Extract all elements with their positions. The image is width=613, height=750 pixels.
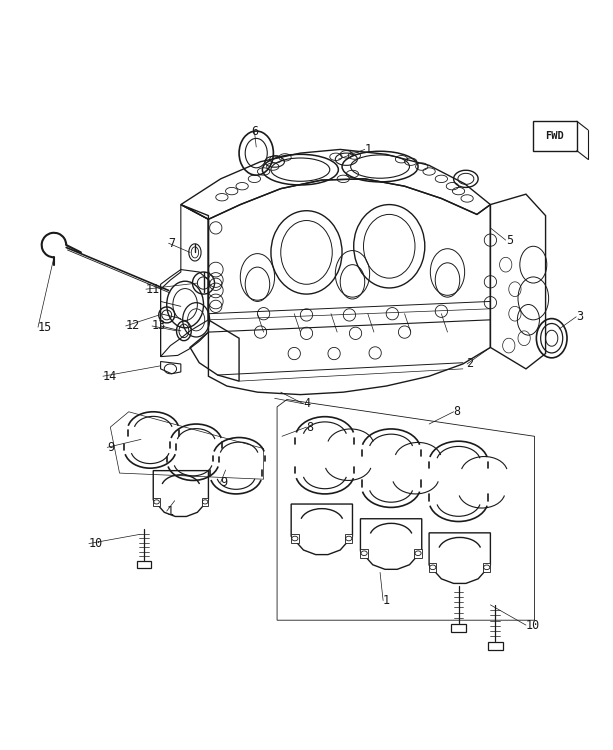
Polygon shape <box>137 561 151 568</box>
Text: 1: 1 <box>365 143 372 156</box>
Text: 10: 10 <box>89 537 103 550</box>
Text: 7: 7 <box>169 237 176 250</box>
Polygon shape <box>451 624 466 632</box>
Text: 5: 5 <box>506 234 513 247</box>
Text: 8: 8 <box>306 421 314 434</box>
Polygon shape <box>488 643 503 650</box>
Polygon shape <box>291 534 299 543</box>
Text: 9: 9 <box>107 441 115 454</box>
Text: 4: 4 <box>303 398 311 410</box>
Text: 15: 15 <box>38 321 52 334</box>
Text: 14: 14 <box>103 370 117 382</box>
Polygon shape <box>153 498 160 506</box>
Polygon shape <box>345 534 352 543</box>
Text: FWD: FWD <box>546 131 564 141</box>
Polygon shape <box>533 122 577 151</box>
Polygon shape <box>414 549 422 558</box>
Text: 1: 1 <box>167 505 174 518</box>
Polygon shape <box>360 549 368 558</box>
Text: 6: 6 <box>251 124 258 137</box>
Text: 13: 13 <box>152 320 166 332</box>
Polygon shape <box>202 498 208 506</box>
Text: 3: 3 <box>576 310 584 323</box>
Text: 2: 2 <box>466 358 473 370</box>
Text: 11: 11 <box>146 283 160 296</box>
Text: 1: 1 <box>383 594 390 607</box>
Text: 8: 8 <box>454 405 461 418</box>
Polygon shape <box>483 562 490 572</box>
Text: 12: 12 <box>126 320 140 332</box>
Polygon shape <box>429 562 436 572</box>
Text: 9: 9 <box>221 476 228 489</box>
Text: 10: 10 <box>526 619 540 632</box>
